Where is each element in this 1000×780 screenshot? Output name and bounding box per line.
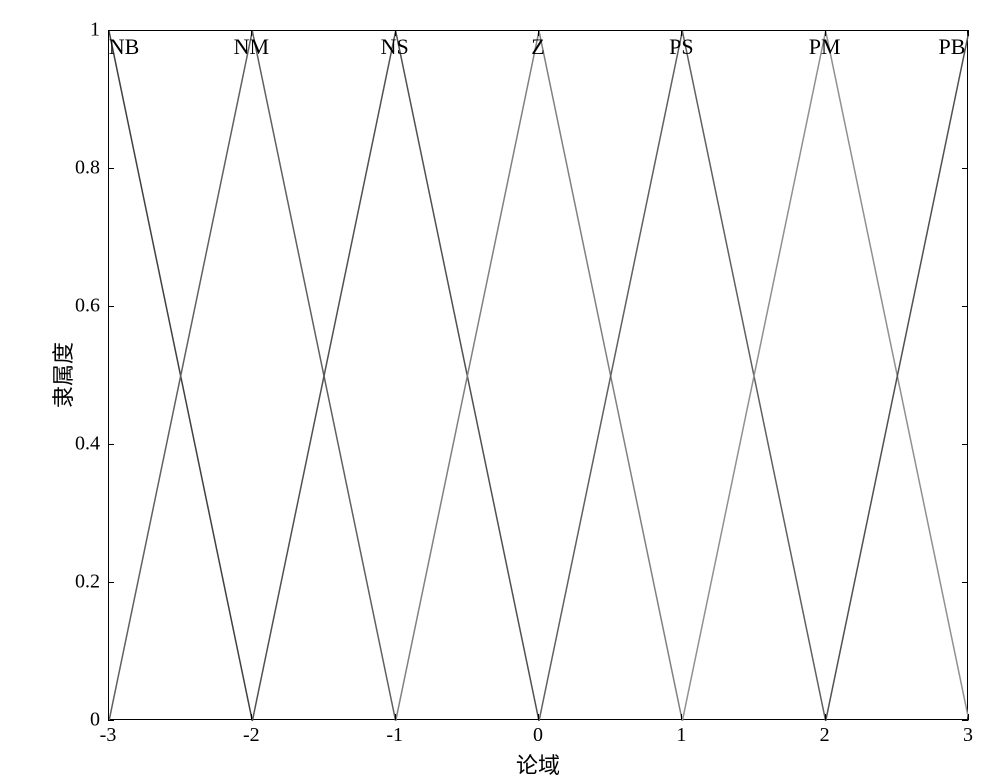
fuzzy-label-PS: PS (669, 34, 693, 60)
y-tick-right (962, 444, 968, 445)
fuzzy-label-PB: PB (939, 34, 966, 60)
series-layer (109, 31, 969, 721)
y-tick (108, 720, 114, 721)
x-tick (825, 714, 826, 720)
x-tick-label: -1 (386, 724, 403, 747)
x-tick-label: -2 (243, 724, 260, 747)
x-tick (538, 714, 539, 720)
fuzzy-label-NB: NB (109, 34, 140, 60)
y-tick-label: 0.6 (75, 295, 100, 318)
y-tick-label: 1 (90, 19, 100, 42)
y-tick-label: 0.4 (75, 433, 100, 456)
y-axis-label: 隶属度 (46, 342, 78, 408)
series-PM (682, 31, 969, 721)
fuzzy-label-NS: NS (381, 34, 409, 60)
x-tick-label: 0 (533, 724, 543, 747)
y-tick (108, 444, 114, 445)
y-tick-label: 0.8 (75, 157, 100, 180)
x-tick-label: 3 (963, 724, 973, 747)
x-tick-label: -3 (100, 724, 117, 747)
series-Z (396, 31, 683, 721)
x-tick (681, 714, 682, 720)
x-tick (968, 714, 969, 720)
y-tick-right (962, 30, 968, 31)
series-NS (252, 31, 539, 721)
series-NM (109, 31, 396, 721)
fuzzy-label-Z: Z (531, 34, 544, 60)
y-tick-right (962, 168, 968, 169)
x-tick-label: 2 (820, 724, 830, 747)
fuzzy-label-NM: NM (234, 34, 269, 60)
x-tick-label: 1 (676, 724, 686, 747)
x-axis-label: 论域 (516, 748, 560, 780)
y-tick (108, 306, 114, 307)
fuzzy-label-PM: PM (809, 34, 841, 60)
y-tick-right (962, 306, 968, 307)
y-tick-label: 0.2 (75, 571, 100, 594)
y-tick-right (962, 582, 968, 583)
series-PS (539, 31, 826, 721)
x-tick-top (968, 30, 969, 36)
x-tick (251, 714, 252, 720)
y-tick (108, 30, 114, 31)
y-tick (108, 168, 114, 169)
plot-area (108, 30, 968, 720)
y-tick (108, 582, 114, 583)
y-tick-right (962, 720, 968, 721)
x-tick (395, 714, 396, 720)
y-tick-label: 0 (90, 709, 100, 732)
